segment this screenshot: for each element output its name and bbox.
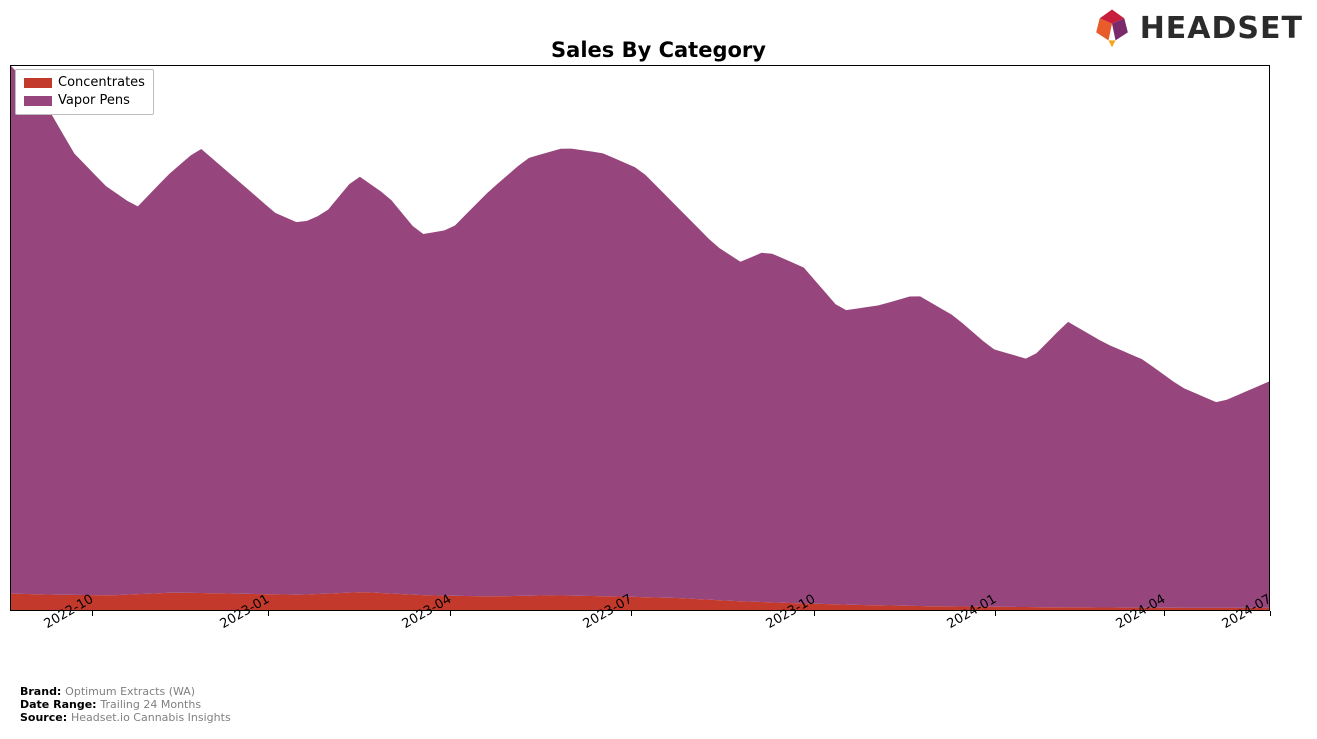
meta-value: Headset.io Cannabis Insights xyxy=(71,711,231,724)
x-tick-mark xyxy=(450,611,451,616)
meta-line: Brand: Optimum Extracts (WA) xyxy=(20,685,231,698)
legend-label: Vapor Pens xyxy=(58,92,130,110)
legend-swatch xyxy=(24,96,52,106)
legend-item: Vapor Pens xyxy=(24,92,145,110)
legend-label: Concentrates xyxy=(58,74,145,92)
chart-axes: ConcentratesVapor Pens xyxy=(10,65,1270,611)
brand-logo: HEADSET xyxy=(1090,6,1303,50)
meta-label: Date Range: xyxy=(20,698,100,711)
meta-value: Optimum Extracts (WA) xyxy=(65,685,195,698)
headset-logo-icon xyxy=(1090,6,1134,50)
meta-label: Source: xyxy=(20,711,71,724)
figure: Sales By Category HEADSET ConcentratesVa… xyxy=(0,0,1317,739)
x-tick-mark xyxy=(995,611,996,616)
chart-metadata: Brand: Optimum Extracts (WA)Date Range: … xyxy=(20,685,231,724)
logo-facet-bottom xyxy=(1108,40,1115,47)
x-tick-mark xyxy=(1164,611,1165,616)
meta-line: Date Range: Trailing 24 Months xyxy=(20,698,231,711)
brand-logo-text: HEADSET xyxy=(1140,11,1303,46)
meta-value: Trailing 24 Months xyxy=(100,698,201,711)
x-tick-mark xyxy=(268,611,269,616)
x-tick-mark xyxy=(631,611,632,616)
legend: ConcentratesVapor Pens xyxy=(15,69,154,115)
area-plot xyxy=(11,66,1269,610)
area-series-vapor-pens xyxy=(11,66,1269,608)
x-tick-mark xyxy=(92,611,93,616)
legend-item: Concentrates xyxy=(24,74,145,92)
meta-line: Source: Headset.io Cannabis Insights xyxy=(20,711,231,724)
x-tick-mark xyxy=(1270,611,1271,616)
legend-swatch xyxy=(24,78,52,88)
meta-label: Brand: xyxy=(20,685,65,698)
x-tick-mark xyxy=(814,611,815,616)
